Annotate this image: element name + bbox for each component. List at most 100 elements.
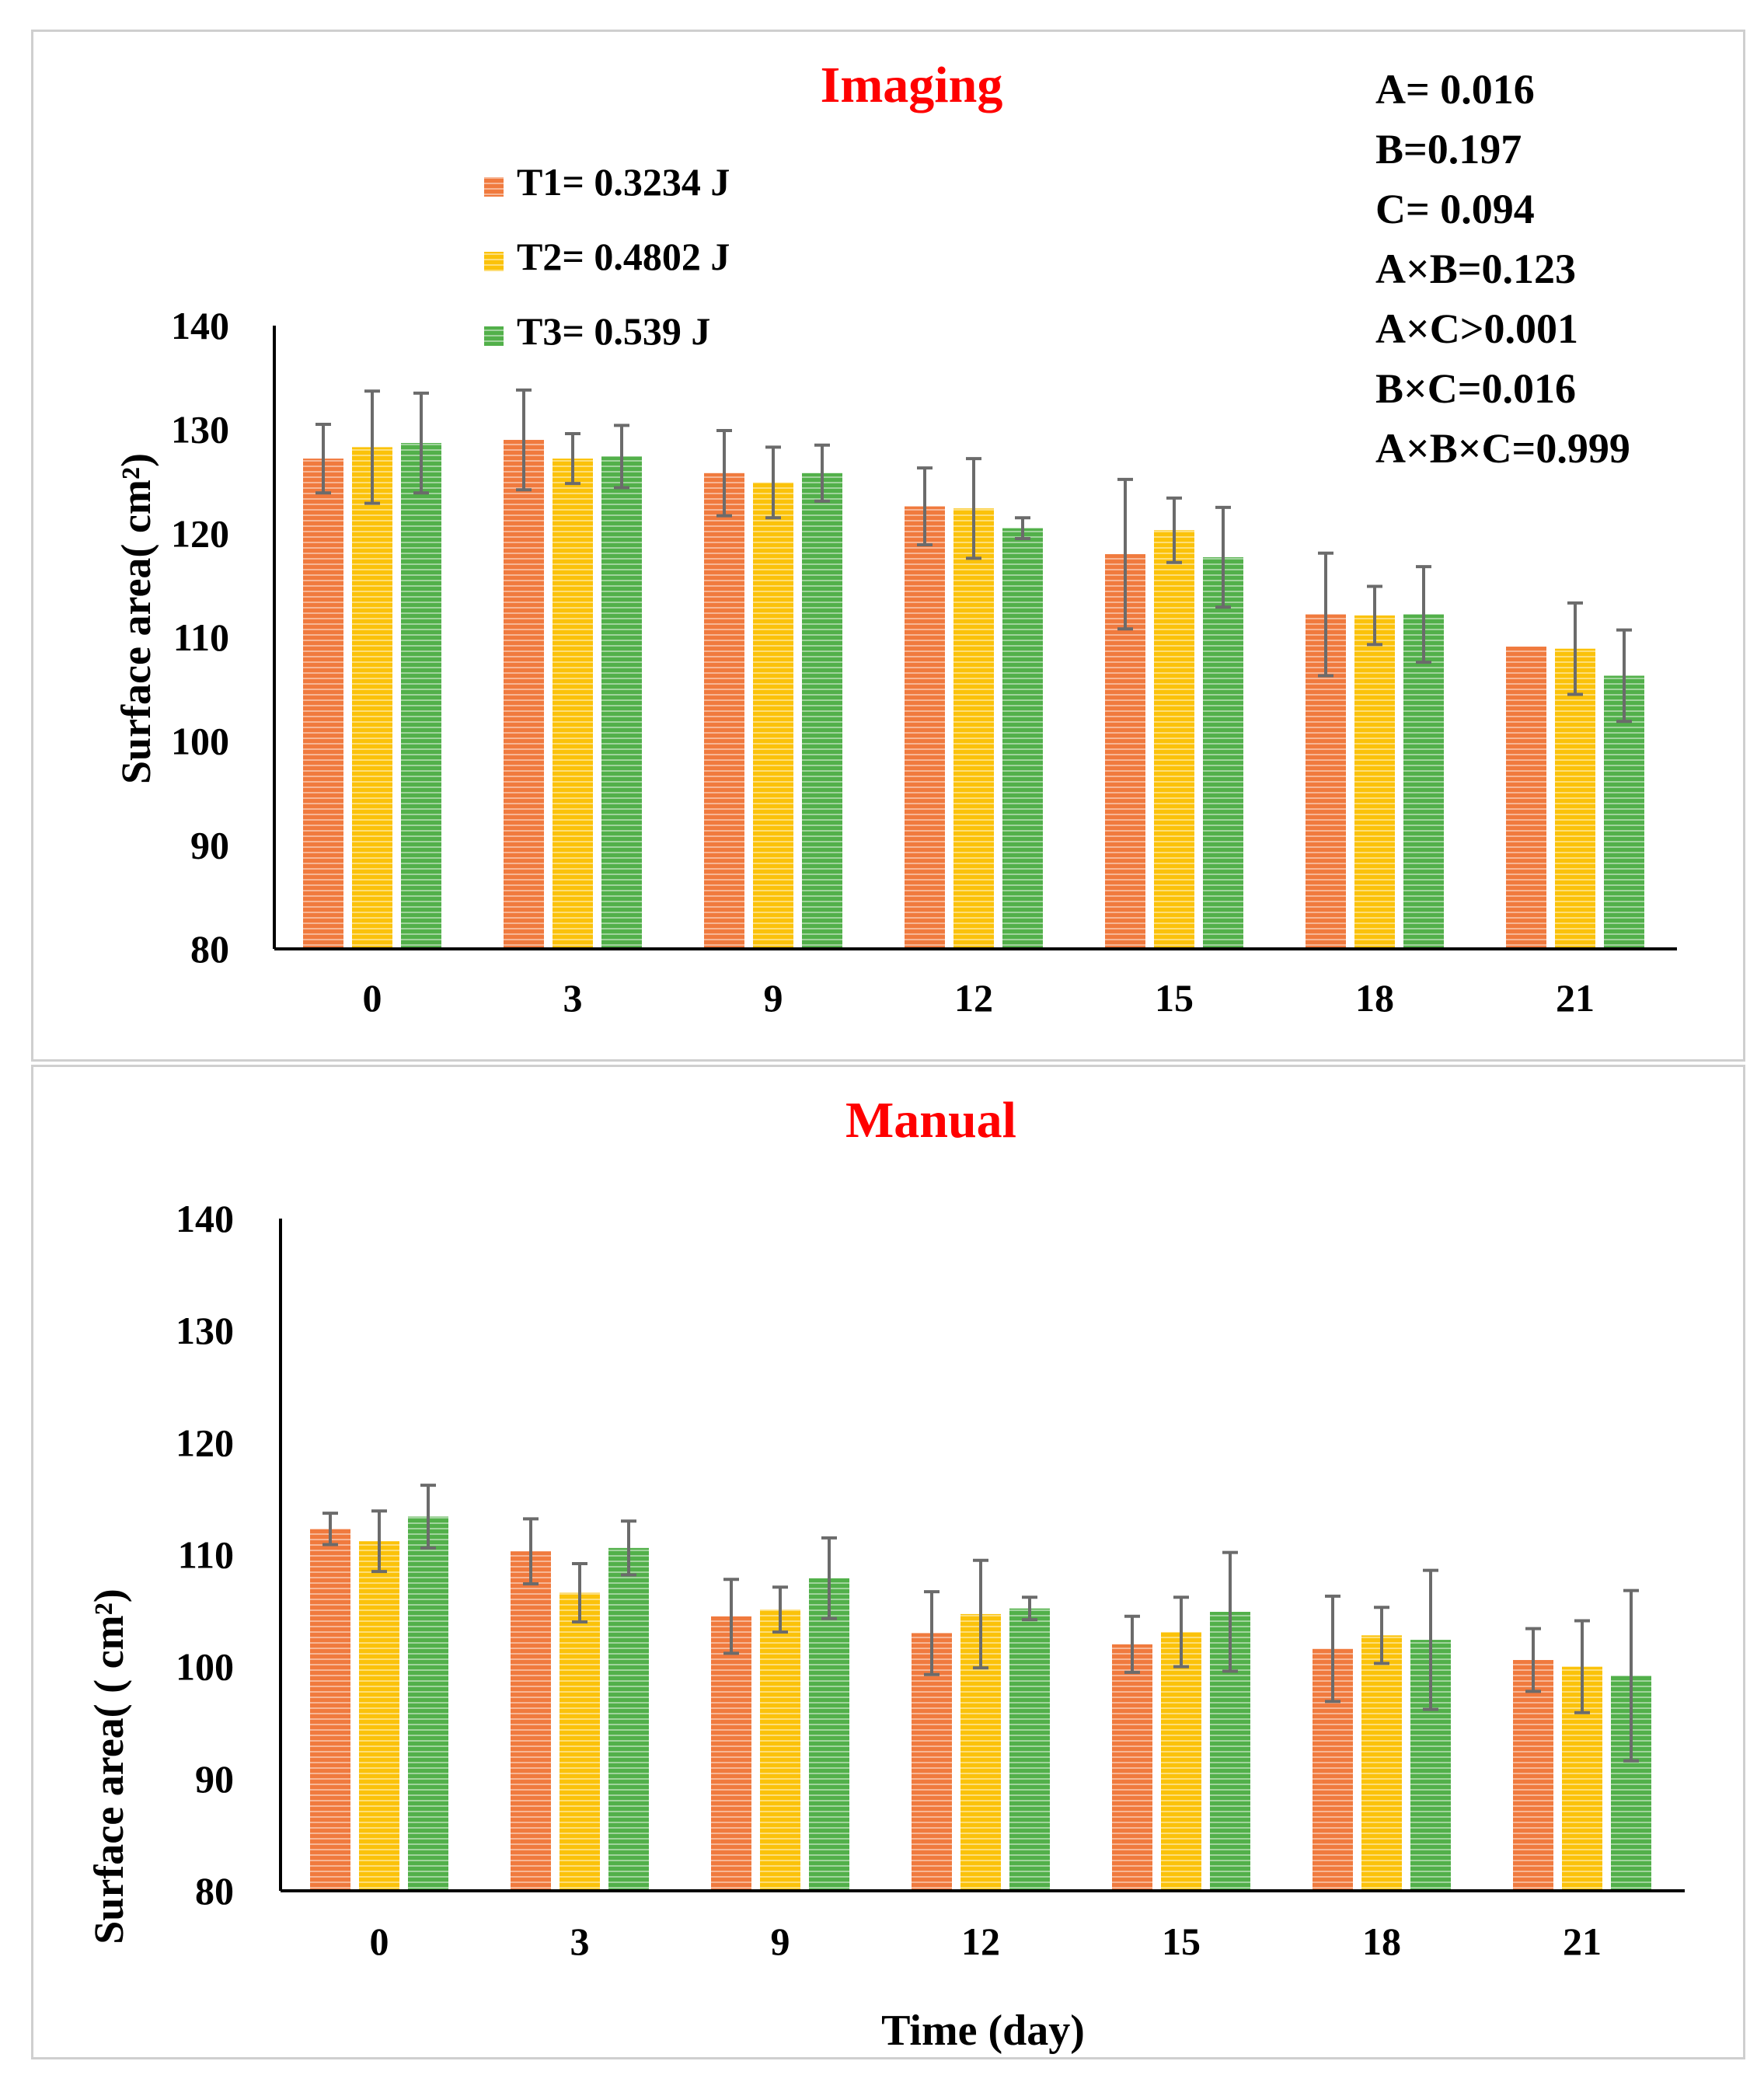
- legend-swatch-t3: [484, 326, 504, 346]
- bar-t1-day-21: [1506, 647, 1546, 949]
- y-tick-label: 100: [171, 720, 229, 763]
- bar-t2-day-3: [560, 1592, 600, 1891]
- bar-t3-day-12: [1009, 1608, 1050, 1891]
- x-tick-label: 18: [1355, 976, 1394, 1020]
- error-bar-t3-day-12: [1022, 1595, 1037, 1622]
- x-tick-label: 3: [563, 976, 583, 1020]
- bar-t3-day-9: [802, 473, 842, 949]
- x-tick-label: 15: [1155, 976, 1194, 1020]
- bar-t2-day-15: [1154, 530, 1194, 949]
- chart-title-manual: Manual: [845, 1092, 1016, 1149]
- bar-t3-day-9: [809, 1578, 849, 1891]
- error-bar-t2-day-9: [765, 445, 781, 520]
- bar-t1-day-0: [303, 459, 343, 949]
- error-bar-t2-day-18: [1367, 584, 1382, 647]
- y-tick-label: 110: [173, 616, 229, 659]
- error-bar-t1-day-12: [917, 466, 933, 547]
- legend-swatch-t1: [484, 177, 504, 197]
- error-bar-t2-day-3: [565, 432, 580, 486]
- bar-t1-day-0: [310, 1529, 350, 1891]
- plot-area: 80 90 100 110 120 130 140 0 3 9 12 15 18 21: [171, 304, 1677, 1020]
- stat-b: B=0.197: [1375, 126, 1522, 173]
- x-tick-label: 18: [1362, 1920, 1401, 1963]
- bar-t2-day-15: [1161, 1631, 1201, 1891]
- x-axis-label: Time (day): [881, 2007, 1085, 2055]
- error-bar-t1-day-3: [516, 388, 532, 492]
- bar-t1-day-3: [504, 440, 544, 949]
- stat-axb: A×B=0.123: [1375, 246, 1576, 292]
- x-tick-label: 0: [370, 1920, 389, 1963]
- error-bar-t2-day-3: [572, 1562, 587, 1623]
- error-bar-t2-day-12: [973, 1558, 988, 1670]
- bar-t2-day-12: [953, 508, 994, 949]
- y-tick-label: 90: [195, 1757, 234, 1801]
- error-bar-t1-day-3: [523, 1517, 539, 1585]
- imaging-chart-panel: Imaging T1= 0.3234 J T2= 0.4802 J T3= 0.…: [31, 30, 1745, 1062]
- error-bar-t1-day-18: [1325, 1594, 1340, 1704]
- bar-t3-day-12: [1002, 528, 1043, 949]
- manual-chart-panel: Manual Surface area( ( cm²) Time (day) 8…: [31, 1065, 1745, 2059]
- error-bar-t1-day-12: [924, 1590, 940, 1676]
- stats-annotation: A= 0.016 B=0.197 C= 0.094 A×B=0.123 A×C>…: [1375, 66, 1630, 472]
- bar-t2-day-18: [1361, 1635, 1402, 1891]
- y-tick-label: 120: [171, 511, 229, 555]
- stat-axbxc: A×B×C=0.999: [1375, 425, 1630, 472]
- stat-bxc: B×C=0.016: [1375, 365, 1576, 412]
- error-bar-t3-day-9: [821, 1536, 837, 1620]
- bar-t3-day-3: [608, 1547, 649, 1891]
- bar-t2-day-0: [352, 447, 392, 949]
- imaging-chart: Imaging T1= 0.3234 J T2= 0.4802 J T3= 0.…: [113, 57, 1677, 1020]
- error-bar-t3-day-3: [614, 424, 629, 490]
- x-tick-label: 0: [363, 976, 382, 1020]
- error-bar-t2-day-18: [1374, 1606, 1389, 1665]
- y-tick-label: 140: [176, 1197, 234, 1240]
- y-axis-label: Surface area( cm²): [113, 453, 159, 784]
- error-bar-t2-day-15: [1173, 1595, 1189, 1669]
- bar-t2-day-3: [553, 459, 593, 949]
- x-tick-label: 3: [570, 1920, 590, 1963]
- bar-t3-day-18: [1403, 614, 1444, 949]
- error-bar-t1-day-15: [1117, 477, 1133, 631]
- y-tick-label: 110: [178, 1533, 234, 1577]
- stat-a: A= 0.016: [1375, 66, 1535, 113]
- error-bar-t1-day-18: [1318, 551, 1333, 678]
- legend-label-t1: T1= 0.3234 J: [517, 160, 730, 204]
- x-tick-label: 15: [1162, 1920, 1201, 1963]
- x-tick-label: 9: [771, 1920, 790, 1963]
- plot-area: 80 90 100 110 120 130 140 0 3 9 12 15 18 21: [176, 1197, 1685, 1963]
- x-tick-label: 21: [1563, 1920, 1602, 1963]
- x-tick-label: 21: [1556, 976, 1595, 1020]
- y-tick-label: 130: [176, 1309, 234, 1352]
- y-tick-label: 100: [176, 1645, 234, 1689]
- legend-label-t2: T2= 0.4802 J: [517, 235, 730, 278]
- error-bar-t2-day-9: [772, 1585, 788, 1634]
- y-tick-label: 90: [190, 823, 229, 867]
- error-bar-t1-day-9: [716, 429, 732, 518]
- bar-t1-day-9: [711, 1616, 751, 1891]
- error-bar-t1-day-0: [315, 422, 331, 495]
- error-bar-t3-day-21: [1623, 1589, 1639, 1763]
- bar-t2-day-21: [1555, 648, 1595, 949]
- error-bar-t2-day-0: [371, 1509, 387, 1574]
- bar-t1-day-3: [511, 1551, 551, 1891]
- stat-c: C= 0.094: [1375, 186, 1535, 232]
- bar-t3-day-0: [401, 443, 441, 949]
- bar-t3-day-3: [601, 456, 642, 949]
- bar-t3-day-0: [408, 1516, 448, 1891]
- error-bar-t3-day-18: [1416, 565, 1431, 664]
- error-bar-t3-day-0: [420, 1484, 436, 1550]
- legend-swatch-t2: [484, 252, 504, 271]
- stat-axc: A×C>0.001: [1375, 305, 1578, 352]
- error-bar-t3-day-3: [621, 1519, 636, 1577]
- error-bar-t3-day-15: [1215, 505, 1231, 609]
- error-bar-t2-day-12: [966, 457, 981, 560]
- manual-chart: Manual Surface area( ( cm²) Time (day) 8…: [85, 1092, 1685, 2055]
- y-tick-label: 80: [190, 927, 229, 971]
- error-bar-t2-day-21: [1574, 1619, 1590, 1714]
- x-tick-label: 12: [961, 1920, 1000, 1963]
- legend: T1= 0.3234 J T2= 0.4802 J T3= 0.539 J: [484, 160, 730, 353]
- error-bar-t3-day-18: [1423, 1568, 1438, 1711]
- bar-t1-day-9: [704, 473, 744, 949]
- error-bar-t3-day-0: [413, 391, 429, 495]
- y-tick-label: 140: [171, 304, 229, 347]
